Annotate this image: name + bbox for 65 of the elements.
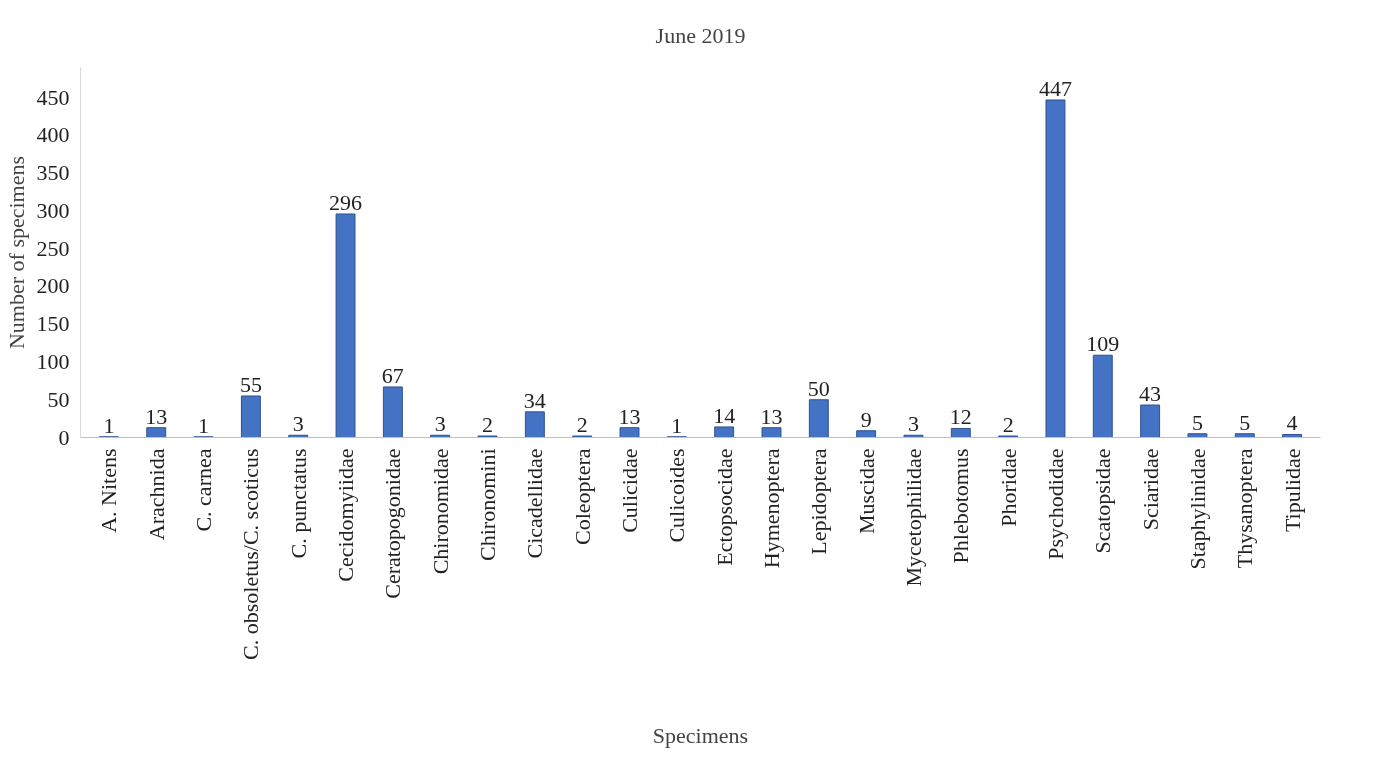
x-tick-label: Muscidae [853,448,879,535]
y-tick-label: 200 [36,273,70,299]
x-tick-label: Mycetophilidae [900,448,926,587]
data-label: 2 [576,411,588,437]
data-label: 3 [907,411,919,437]
x-tick-label: Phoridae [995,448,1021,527]
x-tick-label: Sciaridae [1137,448,1163,531]
x-tick-label: Ceratopogonidae [380,448,406,599]
y-tick-label: 100 [36,348,70,374]
x-tick-label: Chironomini [475,448,501,561]
y-tick-label: 300 [36,197,70,223]
x-tick-label: C. carnea [191,448,217,532]
x-tick-label: Coleoptera [569,448,595,546]
data-label: 14 [713,402,736,428]
data-label: 3 [292,411,304,437]
x-tick-label: A. Nitens [96,448,122,533]
x-tick-label: Culicoides [664,448,690,543]
x-tick-label: Hymenoptera [758,448,784,569]
x-tick-label: C. obsoletus/C. scoticus [238,448,264,660]
data-label: 447 [1038,75,1072,101]
x-tick-label: Chironomidae [427,448,453,575]
x-tick-label: Cecidomyiidae [333,448,359,582]
x-tick-label: Phlebotomus [948,448,974,564]
y-tick-label: 250 [36,235,70,261]
y-tick-label: 350 [36,160,70,186]
x-axis-title: Specimens [652,722,749,748]
data-label: 9 [860,406,872,432]
x-tick-label: Scatopsidae [1090,448,1116,554]
data-label: 13 [145,403,168,429]
data-label: 3 [434,411,446,437]
data-label: 296 [329,189,363,215]
y-tick-label: 150 [36,311,70,337]
y-tick-label: 50 [47,386,70,412]
x-tick-label: Cicadellidae [522,448,548,559]
data-label: 5 [1191,409,1203,435]
y-axis-title: Number of specimens [3,155,29,350]
x-tick-label: C. punctatus [285,448,311,559]
x-tick-label: Arachnida [143,448,169,541]
data-label: 67 [381,362,404,388]
x-tick-label: Tipulidae [1279,448,1305,533]
x-tick-label: Staphylinidae [1184,448,1210,570]
data-label: 43 [1139,381,1162,407]
data-label: 1 [671,412,683,438]
x-tick-label: Ectopsocidae [711,448,737,566]
chart-title: June 2019 [655,22,746,48]
data-label: 13 [760,403,783,429]
y-tick-label: 450 [36,84,70,110]
data-label: 109 [1086,331,1120,357]
data-label: 13 [618,403,641,429]
data-label: 34 [523,387,546,413]
y-tick-label: 0 [58,424,70,450]
x-tick-label: Thysanoptera [1232,448,1258,569]
data-label: 55 [239,371,262,397]
data-label: 2 [482,411,494,437]
data-label: 5 [1239,409,1251,435]
x-tick-label: Culicidae [617,448,643,533]
data-label: 1 [103,412,115,438]
data-label: 12 [949,404,972,430]
y-tick-label: 400 [36,122,70,148]
data-label: 4 [1286,410,1298,436]
x-tick-label: Psychodidae [1042,448,1068,560]
x-tick-label: Lepidoptera [806,448,832,555]
data-label: 1 [198,412,210,438]
data-label: 50 [807,375,830,401]
data-label: 2 [1002,411,1014,437]
